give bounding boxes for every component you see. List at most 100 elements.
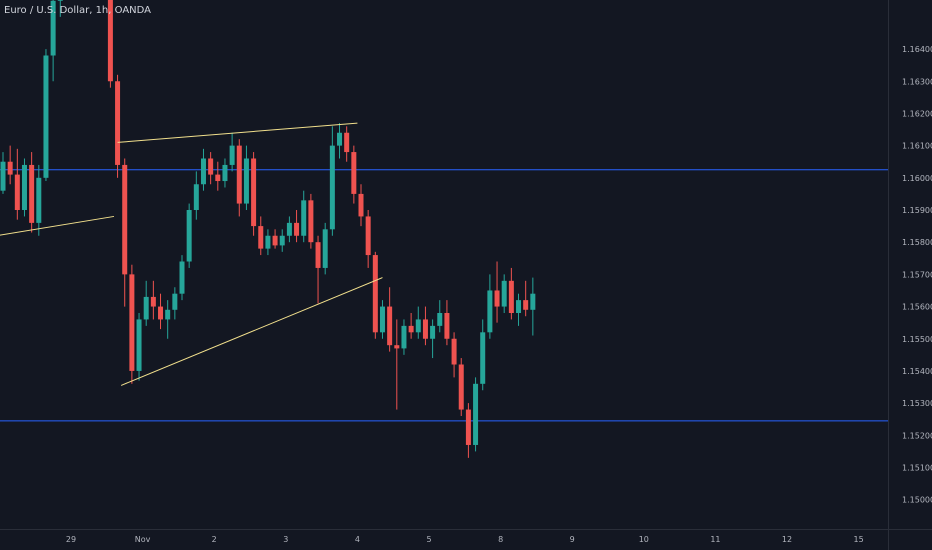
- candle-body: [487, 290, 493, 333]
- candle-body: [150, 296, 156, 307]
- trendline[interactable]: [0, 215, 115, 236]
- candle-body: [508, 280, 514, 313]
- candle-body: [430, 325, 436, 339]
- y-tick-label: 1.15500: [902, 335, 932, 344]
- candle-body: [208, 158, 214, 175]
- x-tick-label: 8: [498, 535, 503, 544]
- candle-body: [458, 364, 464, 410]
- candle-body: [122, 164, 128, 275]
- candle-body: [437, 313, 443, 326]
- y-tick-label: 1.16200: [902, 109, 932, 118]
- y-tick-label: 1.15200: [902, 431, 932, 440]
- y-tick-label: 1.15100: [902, 464, 932, 473]
- x-tick-label: 9: [570, 535, 575, 544]
- candle-body: [322, 229, 328, 268]
- candle-body: [530, 293, 536, 310]
- candle-body: [286, 222, 292, 236]
- candle-body: [494, 290, 500, 307]
- candle-body: [473, 383, 479, 445]
- x-tick-label: 2: [212, 535, 217, 544]
- candle-body: [29, 164, 35, 223]
- candle-body: [136, 319, 142, 371]
- candle-body: [115, 81, 121, 165]
- candle-body: [394, 345, 400, 349]
- candle-body: [523, 300, 529, 310]
- y-tick-label: 1.15600: [902, 303, 932, 312]
- y-tick-label: 1.15400: [902, 367, 932, 376]
- candle-body: [351, 152, 357, 194]
- candle-body: [294, 222, 300, 236]
- candle-body: [501, 280, 507, 307]
- candle-body: [372, 255, 378, 333]
- chart-title: Euro / U.S. Dollar, 1h, OANDA: [4, 5, 152, 16]
- trendline[interactable]: [120, 277, 383, 386]
- y-tick-label: 1.15700: [902, 270, 932, 279]
- x-tick-label: 29: [66, 535, 76, 544]
- candle-body: [21, 164, 27, 210]
- candle-body: [265, 235, 271, 249]
- y-tick-label: 1.16300: [902, 77, 932, 86]
- candle-body: [50, 0, 56, 56]
- candle-body: [258, 226, 264, 249]
- candle-body: [215, 174, 221, 182]
- candle-body: [158, 306, 164, 320]
- trendline[interactable]: [117, 122, 358, 143]
- candle-body: [301, 200, 307, 236]
- candle-body: [444, 313, 450, 339]
- x-tick-label: 10: [639, 535, 649, 544]
- candle-body: [0, 161, 6, 191]
- candle-body: [315, 242, 321, 268]
- x-tick-label: 15: [854, 535, 864, 544]
- candle-body: [200, 158, 206, 185]
- y-tick-label: 1.15300: [902, 399, 932, 408]
- candle-body: [408, 325, 414, 333]
- candle-body: [43, 55, 49, 178]
- candle-body: [143, 296, 149, 320]
- y-tick-label: 1.16400: [902, 45, 932, 54]
- x-tick-label: Nov: [135, 535, 151, 544]
- candle-body: [36, 177, 42, 223]
- y-tick-label: 1.16000: [902, 174, 932, 183]
- candle-body: [222, 164, 228, 182]
- candle-body: [308, 200, 314, 243]
- candle-body: [415, 319, 421, 333]
- candle-body: [379, 306, 385, 333]
- y-tick-label: 1.15000: [902, 496, 932, 505]
- candle-body: [107, 0, 113, 82]
- x-tick-label: 4: [355, 535, 360, 544]
- candle-body: [451, 338, 457, 365]
- candle-body: [251, 158, 257, 227]
- candle-body: [337, 132, 343, 146]
- candle-body: [516, 300, 522, 313]
- candle-body: [272, 235, 278, 246]
- candle-body: [401, 325, 407, 349]
- candle-body: [329, 145, 335, 230]
- candle-body: [186, 210, 192, 262]
- candle-body: [358, 193, 364, 217]
- candle-body: [14, 174, 20, 210]
- candle-body: [179, 261, 185, 294]
- candle-body: [422, 319, 428, 339]
- candle-body: [229, 145, 235, 165]
- x-tick-label: 3: [283, 535, 288, 544]
- y-tick-label: 1.16100: [902, 142, 932, 151]
- candle-body: [129, 274, 135, 371]
- x-tick-label: 11: [710, 535, 720, 544]
- candle-body: [172, 293, 178, 310]
- candle-body: [7, 161, 13, 175]
- candle-body: [193, 184, 199, 210]
- x-tick-label: 5: [426, 535, 431, 544]
- candle-body: [243, 158, 249, 204]
- candle-body: [344, 132, 350, 153]
- candle-body: [465, 409, 471, 445]
- candle-body: [279, 235, 285, 246]
- candle-body: [165, 309, 171, 320]
- candle-body: [57, 0, 63, 1]
- x-tick-label: 12: [782, 535, 792, 544]
- candle-body: [387, 306, 393, 346]
- y-tick-label: 1.15800: [902, 238, 932, 247]
- y-tick-label: 1.15900: [902, 206, 932, 215]
- candle-body: [365, 216, 371, 256]
